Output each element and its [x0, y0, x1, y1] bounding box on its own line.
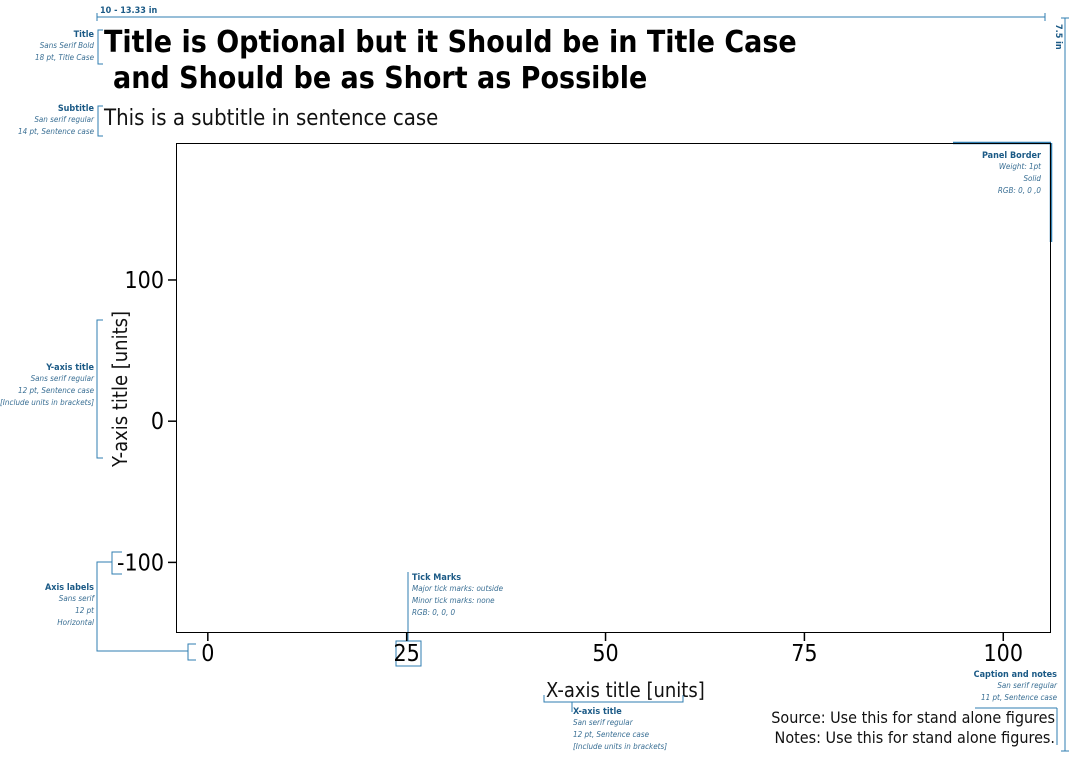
annotation-caption-line: 11 pt, Sentence case [981, 693, 1057, 702]
annotation-y-axis-line: 12 pt, Sentence case [18, 386, 94, 395]
annotation-caption: Caption and notes San serif regular 11 p… [974, 670, 1057, 704]
annotation-title-head: Title [73, 30, 94, 40]
x-tick-label: 0 [201, 641, 214, 667]
x-tick-label: 25 [394, 641, 420, 667]
y-axis-title: Y-axis title [units] [108, 310, 132, 468]
y-tick-label: -100 [117, 550, 164, 576]
x-tick-label: 75 [791, 641, 817, 667]
chart-title-line2: and Should be as Short as Possible [113, 61, 648, 96]
y-tick-label: 100 [125, 268, 165, 294]
annotation-tick-marks-line: Major tick marks: outside [412, 584, 504, 593]
annotation-title-line: Sans Serif Bold [39, 41, 94, 50]
annotation-x-axis-line: San serif regular [573, 718, 633, 727]
annotation-title-line: 18 pt, Title Case [35, 53, 94, 62]
caption-notes: Notes: Use this for stand alone figures. [774, 728, 1055, 747]
x-tick-label: 100 [984, 641, 1024, 667]
chart-subtitle: This is a subtitle in sentence case [104, 106, 439, 131]
annotation-axis-labels-line: 12 pt [75, 606, 94, 615]
annotation-subtitle: Subtitle San serif regular 14 pt, Senten… [18, 104, 94, 138]
annotation-tick-marks-head: Tick Marks [412, 573, 462, 583]
annotation-subtitle-line: San serif regular [34, 115, 94, 124]
x-tick-label: 50 [592, 641, 618, 667]
annotation-y-axis-line: [Include units in brackets] [0, 398, 94, 407]
annotation-panel-border-line: Solid [1023, 174, 1041, 183]
annotation-panel-border-head: Panel Border [981, 151, 1041, 161]
annotation-subtitle-line: 14 pt, Sentence case [18, 127, 94, 136]
plot-panel [176, 143, 1051, 633]
annotation-x-axis-line: 12 pt, Sentence case [573, 730, 649, 739]
width-dimension-label: 10 - 13.33 in [100, 6, 158, 16]
annotation-axis-labels-line: Sans serif [58, 594, 94, 603]
annotation-caption-head: Caption and notes [973, 670, 1057, 680]
annotation-y-axis-line: Sans serif regular [30, 374, 94, 383]
annotation-x-axis-head: X-axis title [573, 707, 622, 717]
annotation-title: Title Sans Serif Bold 18 pt, Title Case [35, 30, 94, 64]
caption-source: Source: Use this for stand alone figures [771, 708, 1055, 727]
annotation-subtitle-head: Subtitle [57, 104, 94, 114]
annotation-y-axis: Y-axis title Sans serif regular 12 pt, S… [0, 363, 94, 409]
annotation-panel-border-line: RGB: 0, 0 ,0 [997, 186, 1041, 195]
annotation-caption-line: San serif regular [997, 681, 1057, 690]
x-axis-title: X-axis title [units] [546, 678, 705, 702]
annotation-tick-marks: Tick Marks Major tick marks: outside Min… [412, 573, 503, 619]
annotation-tick-marks-line: RGB: 0, 0, 0 [412, 608, 456, 617]
annotation-axis-labels-head: Axis labels [44, 583, 94, 593]
annotation-x-axis-line: [Include units in brackets] [573, 742, 667, 751]
annotation-panel-border: Panel Border Weight: 1pt Solid RGB: 0, 0… [982, 151, 1041, 197]
annotation-axis-labels-line: Horizontal [57, 618, 94, 627]
annotation-axis-labels: Axis labels Sans serif 12 pt Horizontal [45, 583, 94, 629]
annotation-panel-border-line: Weight: 1pt [998, 162, 1041, 171]
annotation-y-axis-head: Y-axis title [46, 363, 94, 373]
annotation-tick-marks-line: Minor tick marks: none [412, 596, 495, 605]
annotation-x-axis: X-axis title San serif regular 12 pt, Se… [573, 707, 667, 753]
chart-title-line1: Title is Optional but it Should be in Ti… [104, 25, 797, 60]
y-tick-label: 0 [151, 409, 164, 435]
